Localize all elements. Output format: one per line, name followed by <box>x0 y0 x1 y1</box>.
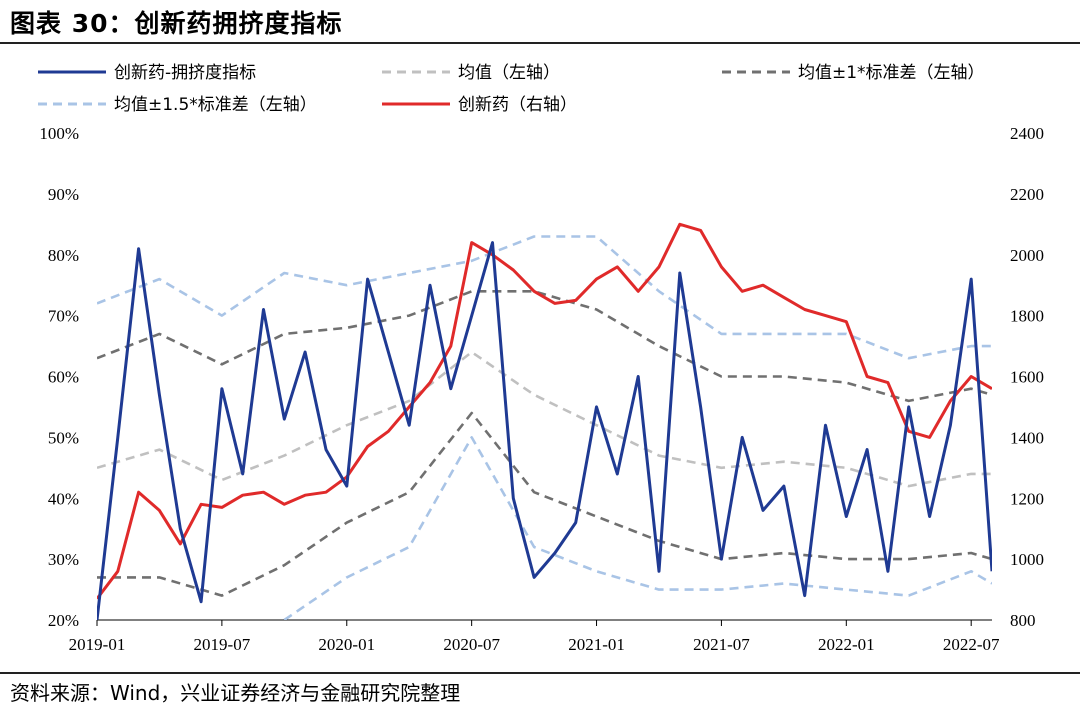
series-line <box>97 289 992 403</box>
series-line <box>97 241 992 620</box>
x-tick-label: 2022-01 <box>818 635 875 654</box>
y-right-tick-label: 1800 <box>1010 307 1044 326</box>
y-left-tick-label: 60% <box>48 368 79 387</box>
bottom-rule <box>0 672 1080 674</box>
legend-label: 创新药-拥挤度指标 <box>114 63 256 83</box>
y-right-tick-label: 1200 <box>1010 489 1044 508</box>
x-tick-label: 2019-01 <box>69 635 126 654</box>
legend-label: 均值±1.5*标准差（左轴） <box>114 95 317 115</box>
y-left-tick-label: 20% <box>48 611 79 630</box>
x-tick-label: 2020-07 <box>443 635 500 654</box>
y-right-tick-label: 2200 <box>1010 185 1044 204</box>
axes: 20% 30% 40% 50% 60% 70% 80% 90% 100% 800 1000 1200 1… <box>39 124 1044 654</box>
x-tick-label: 2019-07 <box>194 635 251 654</box>
top-rule <box>0 42 1080 44</box>
y-left-tick-label: 30% <box>48 550 79 569</box>
y-left-tick-label: 100% <box>39 124 79 143</box>
x-tick-label: 2021-01 <box>568 635 625 654</box>
x-tick-label: 2020-01 <box>318 635 375 654</box>
x-tick-label: 2022-07 <box>943 635 1000 654</box>
y-left-tick-label: 50% <box>48 428 79 447</box>
series-line <box>97 350 992 488</box>
y-right-tick-label: 2400 <box>1010 124 1044 143</box>
x-tick-label: 2021-07 <box>693 635 750 654</box>
source-note: 资料来源：Wind，兴业证券经济与金融研究院整理 <box>10 681 461 705</box>
y-left-tick-label: 80% <box>48 246 79 265</box>
y-right-tick-label: 1000 <box>1010 550 1044 569</box>
y-left-tick-label: 90% <box>48 185 79 204</box>
y-right-tick-label: 1400 <box>1010 428 1044 447</box>
y-left-tick-label: 40% <box>48 489 79 508</box>
legend-label: 均值（左轴） <box>458 63 560 83</box>
chart-title: 图表 30：创新药拥挤度指标 <box>10 9 343 38</box>
legend-label: 均值±1*标准差（左轴） <box>798 63 985 83</box>
y-right-tick-label: 2000 <box>1010 246 1044 265</box>
y-right-tick-label: 800 <box>1010 611 1036 630</box>
y-right-tick-label: 1600 <box>1010 368 1044 387</box>
series-line <box>97 222 992 600</box>
y-left-tick-label: 70% <box>48 307 79 326</box>
series-line <box>283 436 992 620</box>
plot-area <box>97 222 992 620</box>
legend-label: 创新药（右轴） <box>458 95 577 115</box>
legend: 创新药-拥挤度指标 均值（左轴） 均值±1*标准差（左轴） 均值±1.5*标准差（左轴… <box>38 63 985 115</box>
series-line <box>97 411 992 597</box>
